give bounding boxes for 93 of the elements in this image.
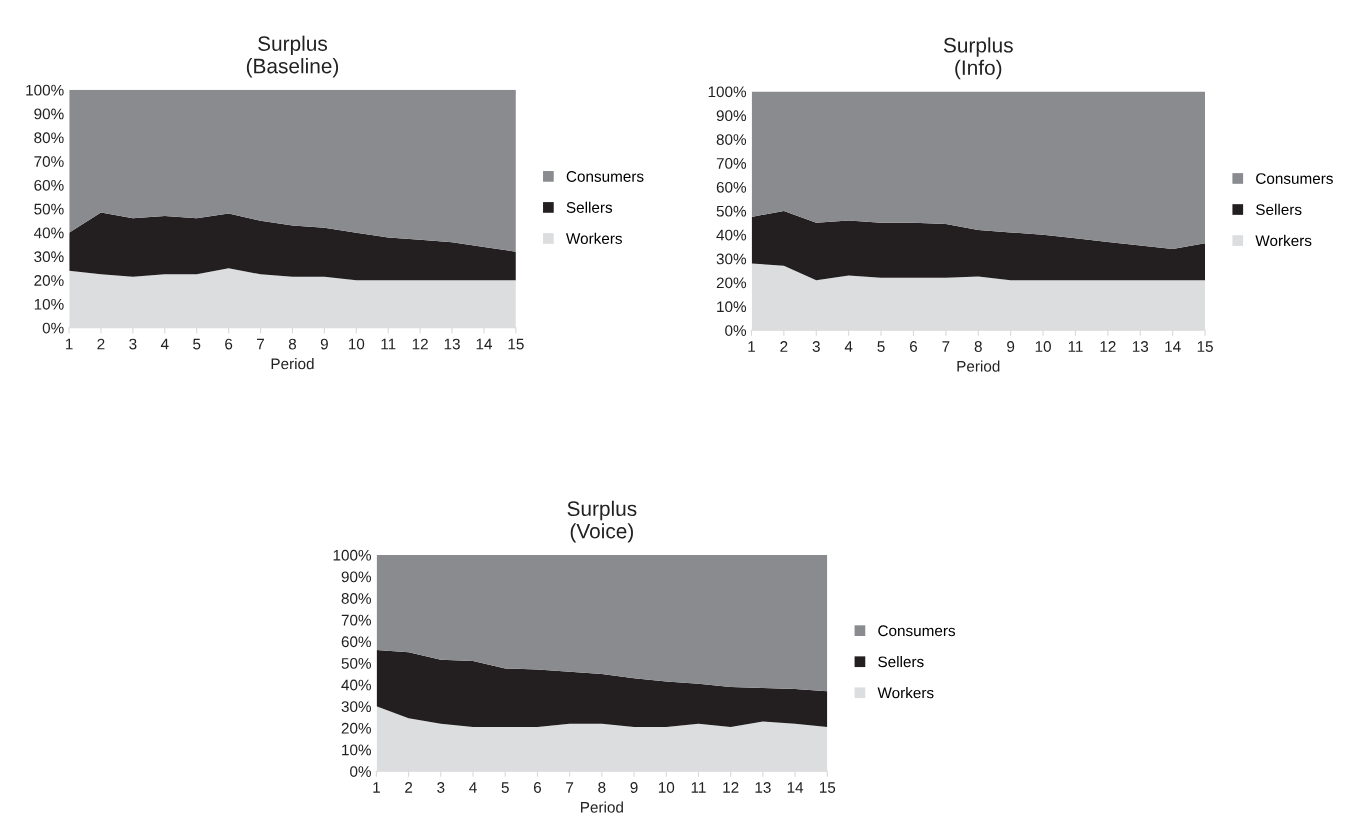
x-tick-label: 12 [1100, 341, 1116, 352]
y-tick-label: 80% [34, 132, 64, 144]
y-tick-label: 30% [341, 701, 372, 713]
x-tick-label: 13 [444, 338, 460, 350]
y-tick-label: 90% [341, 571, 372, 583]
y-tick-label: 50% [341, 657, 372, 669]
x-tick-label: 12 [412, 338, 428, 350]
x-tick-label: 4 [469, 782, 477, 793]
x-axis-title: Period [271, 358, 314, 370]
x-tick-label: 8 [974, 341, 982, 352]
y-tick-label: 80% [716, 134, 747, 145]
x-tick-label: 3 [812, 341, 820, 352]
x-tick-label: 12 [723, 782, 739, 793]
y-tick-label: 90% [34, 108, 64, 120]
y-tick-label: 40% [33, 227, 64, 239]
x-tick-label: 11 [381, 338, 396, 350]
x-tick-label: 10 [658, 782, 675, 793]
y-tick-label: 0% [350, 766, 372, 777]
y-tick-label: 10% [34, 298, 64, 310]
x-tick-label: 7 [566, 782, 574, 793]
legend-label: Consumers [566, 171, 644, 182]
x-axis-title: Period [581, 801, 623, 813]
x-tick-label: 1 [65, 338, 73, 350]
y-tick-label: 20% [341, 722, 372, 734]
x-tick-label: 14 [787, 782, 804, 793]
y-tick-label: 100% [26, 84, 64, 96]
x-tick-label: 14 [1165, 341, 1181, 352]
x-tick-label: 15 [1197, 341, 1213, 352]
legend-label: Consumers [1256, 173, 1333, 184]
x-tick-label: 14 [476, 338, 493, 350]
y-tick-label: 60% [716, 181, 747, 193]
x-tick-label: 2 [405, 782, 413, 793]
x-tick-label: 4 [160, 338, 169, 350]
x-tick-label: 8 [288, 338, 297, 350]
y-tick-label: 10% [717, 301, 747, 313]
x-tick-label: 9 [320, 338, 328, 350]
x-tick-label: 1 [748, 341, 755, 352]
legend-label: Workers [1255, 234, 1312, 247]
x-tick-label: 7 [257, 338, 265, 350]
y-tick-label: 0% [42, 322, 64, 334]
legend-label: Consumers [878, 625, 956, 637]
legend-label: Sellers [566, 201, 613, 213]
x-tick-label: 5 [193, 338, 201, 350]
y-tick-label: 100% [708, 86, 747, 98]
y-tick-label: 0% [725, 325, 747, 336]
x-tick-label: 11 [691, 782, 706, 793]
x-tick-label: 4 [844, 341, 853, 352]
legend-label: Sellers [1256, 203, 1302, 216]
y-tick-label: 50% [716, 205, 747, 217]
y-tick-label: 20% [716, 277, 747, 289]
x-tick-label: 8 [598, 782, 606, 793]
x-tick-label: 3 [437, 782, 445, 793]
x-tick-label: 15 [819, 782, 836, 793]
x-tick-label: 10 [348, 338, 365, 350]
x-tick-label: 10 [1035, 341, 1051, 352]
legend-label: Sellers [878, 655, 924, 668]
x-tick-label: 9 [1007, 341, 1015, 352]
x-tick-label: 6 [533, 782, 542, 793]
chart-title: Surplus (Voice) [567, 500, 637, 543]
legend-label: Workers [877, 687, 934, 699]
y-tick-label: 20% [34, 275, 64, 286]
x-axis-title: Period [957, 360, 1000, 372]
y-tick-label: 40% [341, 679, 372, 691]
y-tick-label: 100% [333, 549, 372, 561]
y-tick-label: 30% [34, 251, 64, 263]
x-tick-label: 15 [508, 338, 524, 350]
x-tick-label: 13 [755, 782, 771, 793]
chart-title: Surplus (Baseline) [246, 35, 339, 78]
y-tick-label: 70% [341, 614, 372, 626]
x-tick-label: 11 [1068, 341, 1083, 352]
x-tick-label: 1 [373, 782, 380, 793]
x-tick-label: 7 [942, 341, 950, 352]
y-tick-label: 40% [716, 229, 747, 241]
y-tick-label: 30% [716, 253, 747, 265]
x-tick-label: 6 [225, 338, 233, 350]
x-tick-label: 3 [129, 338, 137, 350]
y-tick-label: 50% [34, 203, 64, 215]
x-tick-label: 5 [501, 782, 509, 793]
y-tick-label: 10% [342, 744, 372, 756]
y-tick-label: 70% [34, 156, 64, 167]
chart-title: Surplus (Info) [943, 37, 1013, 80]
x-tick-label: 2 [780, 341, 788, 352]
y-tick-label: 90% [716, 110, 747, 122]
x-tick-label: 9 [630, 782, 638, 793]
x-tick-label: 6 [909, 341, 918, 352]
y-tick-label: 60% [34, 179, 64, 191]
y-tick-label: 70% [716, 158, 747, 169]
y-tick-label: 60% [341, 636, 372, 648]
x-tick-label: 2 [97, 338, 105, 350]
x-tick-label: 13 [1132, 341, 1149, 352]
legend-label: Workers [566, 232, 622, 244]
x-tick-label: 5 [877, 341, 885, 352]
y-tick-label: 80% [341, 593, 372, 604]
